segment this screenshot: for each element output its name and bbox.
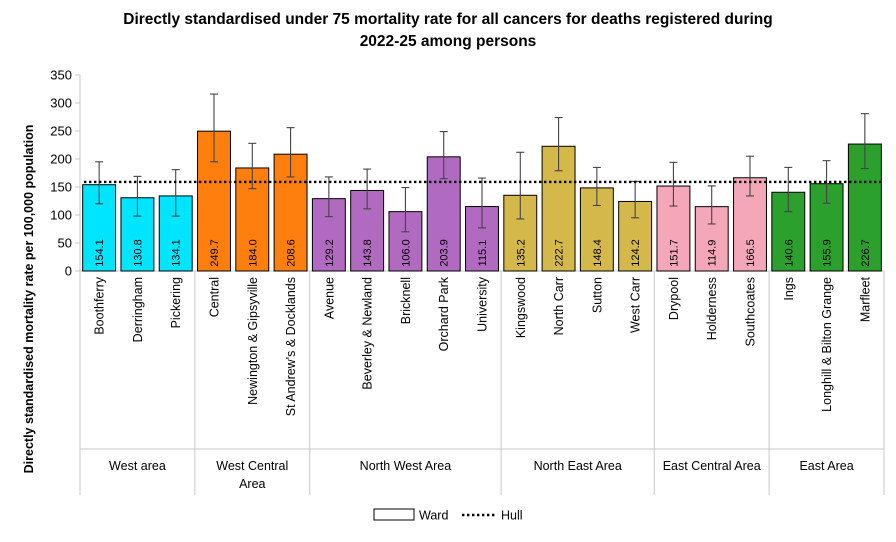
data-label: 203.9 <box>439 239 451 267</box>
data-label: 151.7 <box>668 239 680 267</box>
y-tick-label: 200 <box>50 152 72 167</box>
category-label: St Andrew's & Docklands <box>284 277 298 416</box>
data-label: 226.7 <box>860 239 872 267</box>
data-label: 135.2 <box>515 239 527 267</box>
data-label: 184.0 <box>247 239 259 267</box>
category-labels: Boothferry Derringham Pickering Central Newi… <box>93 276 873 416</box>
category-label: Beverley & Newland <box>361 277 375 390</box>
y-axis-label: Directly standardised mortality rate per… <box>22 125 36 474</box>
category-label: Longhill & Bilton Grange <box>820 277 834 412</box>
category-label: Orchard Park <box>437 276 451 351</box>
category-label: Derringham <box>131 277 145 342</box>
chart-title: Directly standardised under 75 mortality… <box>123 11 772 50</box>
data-label: 130.8 <box>132 239 144 267</box>
legend: Ward Hull <box>373 508 523 523</box>
y-tick-label: 0 <box>65 264 72 279</box>
category-label: University <box>476 276 490 332</box>
category-label: Newington & Gipsyville <box>246 277 260 405</box>
y-tick-label: 50 <box>58 236 72 251</box>
y-tick-label: 100 <box>50 208 72 223</box>
y-tick-label: 250 <box>50 124 72 139</box>
group-label: East Central Area <box>663 459 761 473</box>
category-label: Drypool <box>667 277 681 320</box>
category-label: Pickering <box>169 277 183 328</box>
data-label: 154.1 <box>94 239 106 267</box>
data-label: 208.6 <box>286 239 298 267</box>
group-label: East Area <box>799 459 853 473</box>
data-label: 134.1 <box>171 239 183 267</box>
category-label: Central <box>208 277 222 317</box>
category-label: Southcoates <box>744 277 758 347</box>
legend-hull-label: Hull <box>501 509 523 523</box>
data-label: 155.9 <box>822 239 834 267</box>
category-label: Sutton <box>590 277 604 313</box>
category-label: Kingswood <box>514 277 528 338</box>
category-label: Marfleet <box>858 276 872 322</box>
data-label: 222.7 <box>554 239 566 267</box>
data-label: 129.2 <box>324 239 336 267</box>
data-label: 249.7 <box>209 239 221 267</box>
group-label: North East Area <box>534 459 622 473</box>
legend-ward-swatch <box>373 508 415 521</box>
category-label: Holderness <box>705 277 719 340</box>
y-tick-label: 150 <box>50 180 72 195</box>
group-label: West Central <box>216 459 288 473</box>
chart-title-line: 2022-25 among persons <box>360 33 537 50</box>
data-label: 115.1 <box>477 240 489 267</box>
category-label: Avenue <box>322 277 336 319</box>
y-tick-label: 350 <box>50 68 72 83</box>
category-label: North Carr <box>552 277 566 335</box>
data-label: 140.6 <box>783 239 795 267</box>
y-axis-label-group: Directly standardised mortality rate per… <box>22 125 36 474</box>
group-label: West area <box>109 459 166 473</box>
y-tick-label: 300 <box>50 96 72 111</box>
data-label: 148.4 <box>592 239 604 267</box>
group-labels: West area West Central Area North West Area… <box>109 459 854 491</box>
category-label: Ings <box>782 277 796 301</box>
data-label: 124.2 <box>630 239 642 267</box>
category-label: Bricknell <box>399 277 413 324</box>
data-label: 114.9 <box>707 240 719 267</box>
legend-ward-label: Ward <box>419 509 448 523</box>
chart-title-line: Directly standardised under 75 mortality… <box>123 11 772 28</box>
data-label: 106.0 <box>400 239 412 267</box>
category-label: West Carr <box>629 277 643 333</box>
category-label: Boothferry <box>93 276 107 334</box>
group-label: North West Area <box>360 459 452 473</box>
value-labels: 154.1 130.8 134.1 249.7 184.0 208.6 129.2 143.8… <box>94 239 872 267</box>
error-bars <box>95 93 869 233</box>
group-label: Area <box>239 477 265 491</box>
data-label: 143.8 <box>362 239 374 267</box>
data-label: 166.5 <box>745 239 757 267</box>
